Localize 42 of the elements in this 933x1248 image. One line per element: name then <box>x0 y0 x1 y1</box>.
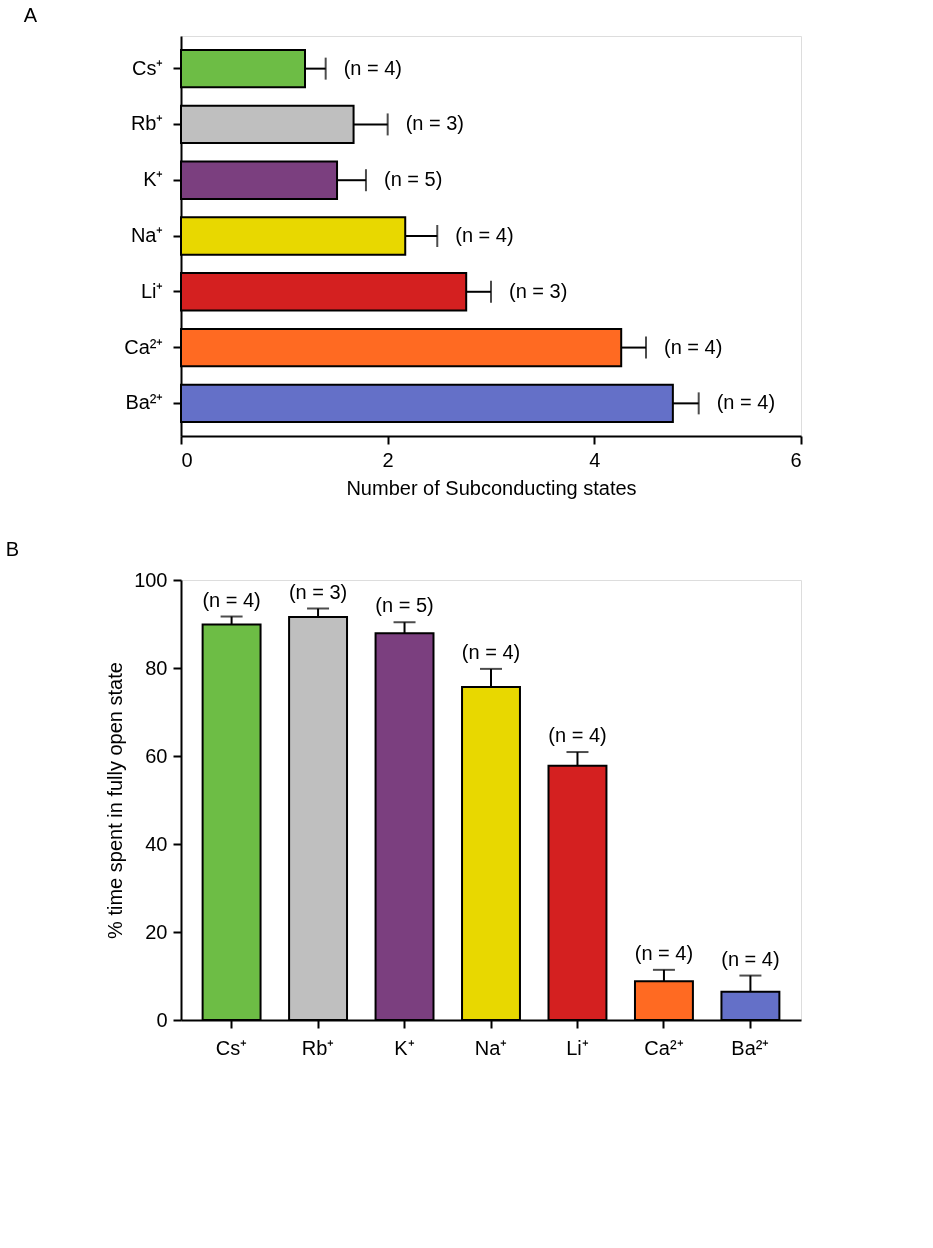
annotation: (n = 3) <box>509 279 568 302</box>
y-tick-label: 0 <box>156 1008 168 1031</box>
y-tick-label: 20 <box>145 920 168 943</box>
annotation: (n = 4) <box>634 941 694 964</box>
annotation: (n = 4) <box>664 335 723 358</box>
annotation: (n = 5) <box>375 594 434 617</box>
y-tick-label: Ca²⁺ <box>124 335 164 358</box>
annotation: (n = 4) <box>455 224 514 246</box>
x-tick-label: Cs⁺ <box>215 1036 248 1059</box>
annotation: (n = 4) <box>343 56 403 79</box>
y-tick-label: 80 <box>145 656 168 679</box>
annotation: (n = 5) <box>383 168 443 191</box>
annotation: (n = 3) <box>288 580 348 603</box>
x-tick-label: Li⁺ <box>566 1036 589 1059</box>
x-tick-label: Na⁺ <box>474 1036 508 1059</box>
y-tick-label: Cs⁺ <box>132 56 164 79</box>
y-tick-label: Rb⁺ <box>130 112 164 135</box>
x-tick-label: Ca²⁺ <box>644 1036 684 1059</box>
text: B <box>5 538 19 560</box>
x-tick-label: 4 <box>589 448 601 471</box>
y-tick-label: 100 <box>134 568 168 591</box>
annotation: (n = 3) <box>405 112 465 135</box>
y-tick-label: Li⁺ <box>140 279 164 302</box>
y-tick-label: 40 <box>145 832 168 855</box>
annotation: (n = 4) <box>548 724 607 747</box>
annotation: (n = 4) <box>716 391 776 414</box>
x-tick-label: Rb⁺ <box>301 1036 335 1059</box>
annotation: (n = 4) <box>461 640 521 663</box>
y-axis-title: % time spent in fully open state <box>104 662 127 939</box>
chart-title: A <box>23 4 38 26</box>
x-axis-title: Number of Subconducting states <box>346 476 637 499</box>
x-tick-label: K⁺ <box>394 1036 415 1059</box>
x-tick-label: 2 <box>382 448 394 471</box>
y-tick-label: 60 <box>145 744 168 767</box>
y-tick-label: Ba²⁺ <box>125 391 164 414</box>
x-tick-label: 0 <box>181 448 193 471</box>
annotation: (n = 4) <box>721 947 780 970</box>
y-tick-label: K⁺ <box>143 168 164 191</box>
annotation: (n = 4) <box>202 588 261 611</box>
x-tick-label: 6 <box>790 448 802 471</box>
x-tick-label: Ba²⁺ <box>731 1036 770 1059</box>
y-tick-label: Na⁺ <box>130 224 164 246</box>
